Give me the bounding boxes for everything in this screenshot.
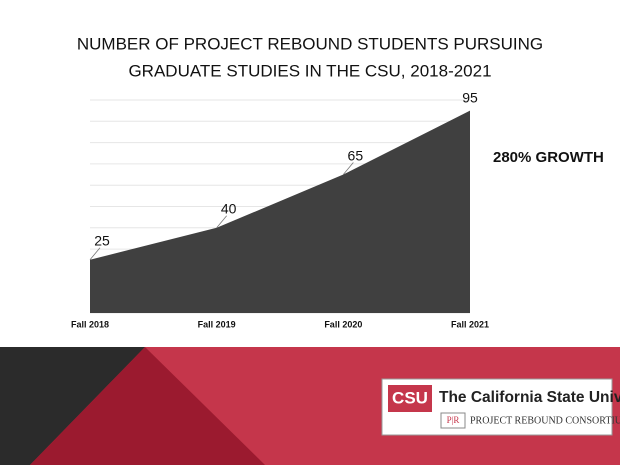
footer-dark-shape xyxy=(0,347,145,465)
x-tick-label: Fall 2021 xyxy=(451,319,489,329)
label-leader xyxy=(89,247,101,261)
logo-mark: CSU xyxy=(392,388,428,407)
area xyxy=(90,110,470,314)
logo-name: The California State University xyxy=(439,389,620,406)
data-label: 95 xyxy=(462,89,478,105)
logo: CSU The California State University P|R … xyxy=(381,378,620,436)
logo-badge: P|R xyxy=(447,415,460,425)
footer-crimson-shape xyxy=(30,347,265,465)
data-label: 40 xyxy=(221,201,237,217)
logo-badge-box xyxy=(440,412,466,429)
data-label: 65 xyxy=(348,147,364,163)
chart-title: NUMBER OF PROJECT REBOUND STUDENTS PURSU… xyxy=(77,34,543,53)
x-tick-label: Fall 2020 xyxy=(324,319,362,329)
label-leader xyxy=(343,162,354,175)
logo-mark-box xyxy=(388,385,432,412)
label-leader xyxy=(216,215,227,229)
logo-subtitle: PROJECT REBOUND CONSORTIUM xyxy=(470,415,620,426)
x-tick-label: Fall 2018 xyxy=(71,319,109,329)
data-label: 25 xyxy=(94,232,110,248)
chart-title: GRADUATE STUDIES IN THE CSU, 2018-2021 xyxy=(128,61,491,80)
annotation: 280% GROWTH xyxy=(493,149,604,166)
x-tick-label: Fall 2019 xyxy=(198,319,236,329)
